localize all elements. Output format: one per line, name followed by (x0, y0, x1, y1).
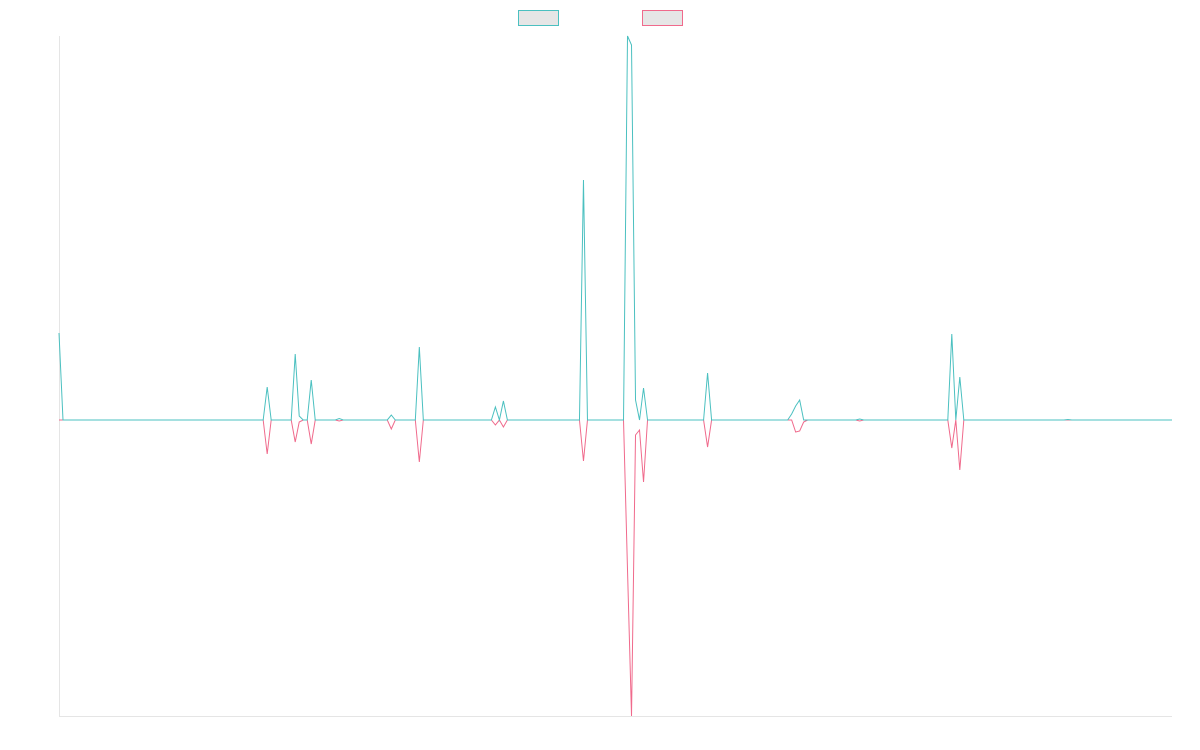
legend-swatch (642, 10, 683, 26)
legend-swatch (518, 10, 559, 26)
series-line (58, 35, 1172, 422)
series-line (59, 419, 1172, 717)
